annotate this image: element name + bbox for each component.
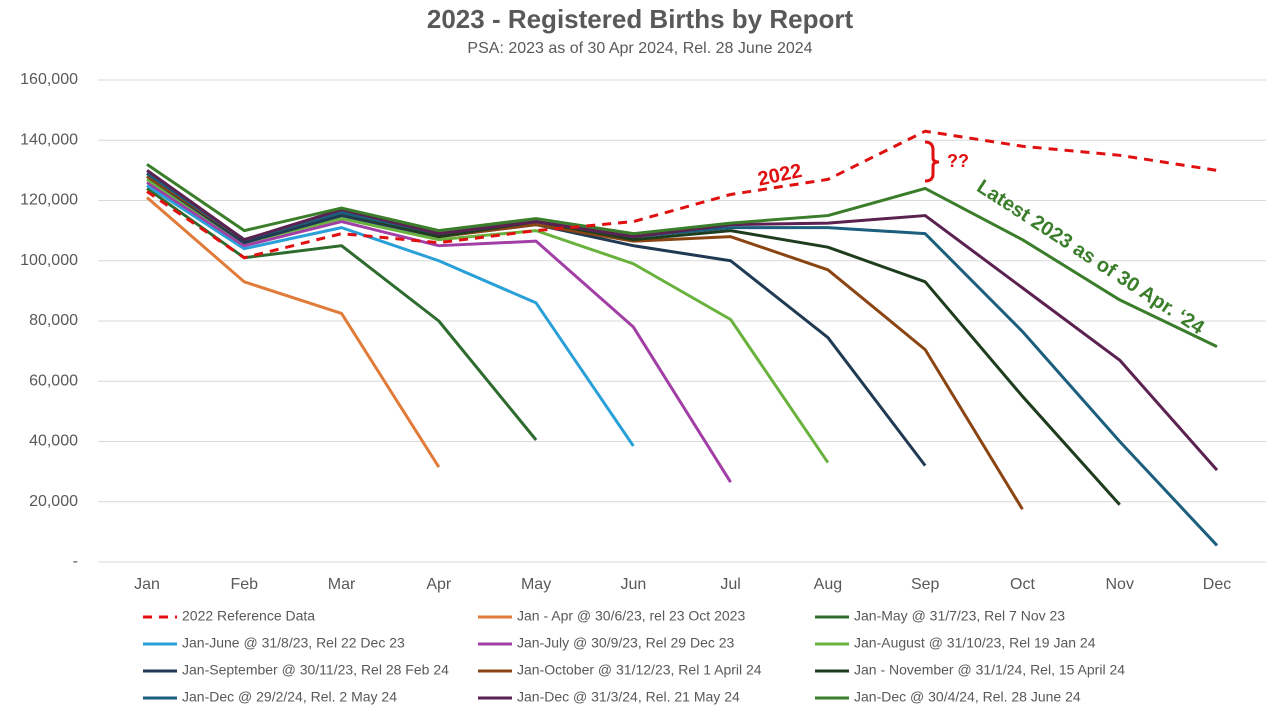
x-tick-label: Jan — [134, 576, 160, 593]
annotation: 2022 — [756, 160, 804, 191]
x-tick-label: Apr — [426, 576, 452, 593]
legend-label: Jan-October @ 31/12/23, Rel 1 April 24 — [517, 662, 762, 678]
x-tick-label: Aug — [814, 576, 842, 593]
y-tick-label: 80,000 — [29, 312, 78, 329]
legend-label: Jan-Dec @ 30/4/24, Rel. 28 June 24 — [854, 689, 1081, 705]
legend-label: Jan-September @ 30/11/23, Rel 28 Feb 24 — [182, 662, 449, 678]
series-line — [146, 129, 1218, 260]
series-line — [146, 169, 1219, 472]
legend-label: Jan-June @ 31/8/23, Rel 22 Dec 23 — [182, 635, 405, 651]
y-tick-label: 40,000 — [29, 433, 78, 450]
series-line — [146, 181, 732, 483]
chart-title: 2023 - Registered Births by Report — [427, 4, 854, 34]
legend-label: Jan - Apr @ 30/6/23, rel 23 Oct 2023 — [517, 608, 745, 624]
chart-subtitle: PSA: 2023 as of 30 Apr 2024, Rel. 28 Jun… — [467, 40, 812, 57]
x-tick-label: Sep — [911, 576, 940, 593]
series-line — [146, 196, 441, 468]
series-line — [146, 187, 538, 441]
bracket — [924, 140, 940, 183]
x-tick-label: Mar — [328, 576, 356, 593]
x-tick-label: Feb — [230, 576, 258, 593]
legend-label: Jan-July @ 30/9/23, Rel 29 Dec 23 — [517, 635, 735, 651]
x-tick-label: Dec — [1203, 576, 1231, 593]
legend-label: Jan-May @ 31/7/23, Rel 7 Nov 23 — [854, 608, 1065, 624]
x-tick-label: Jun — [620, 576, 646, 593]
y-tick-label: 20,000 — [29, 493, 78, 510]
y-tick-label: 140,000 — [20, 131, 78, 148]
y-tick-label: 100,000 — [20, 252, 78, 269]
series-line — [146, 163, 1218, 348]
y-tick-label: 160,000 — [20, 71, 78, 88]
y-tick-label: 120,000 — [20, 192, 78, 209]
legend-label: Jan-August @ 31/10/23, Rel 19 Jan 24 — [854, 635, 1096, 651]
legend-label: Jan-Dec @ 31/3/24, Rel. 21 May 24 — [517, 689, 740, 705]
y-tick-label: - — [73, 553, 78, 570]
y-tick-label: 60,000 — [29, 372, 78, 389]
annotation: ?? — [947, 151, 969, 171]
legend-label: 2022 Reference Data — [182, 608, 315, 624]
legend-label: Jan-Dec @ 29/2/24, Rel. 2 May 24 — [182, 689, 397, 705]
x-tick-label: Oct — [1010, 576, 1035, 593]
series-line — [146, 184, 635, 447]
x-tick-label: Nov — [1106, 576, 1134, 593]
legend-label: Jan - November @ 31/1/24, Rel, 15 April … — [854, 662, 1125, 678]
x-tick-label: Jul — [720, 576, 740, 593]
x-tick-label: May — [521, 576, 551, 593]
